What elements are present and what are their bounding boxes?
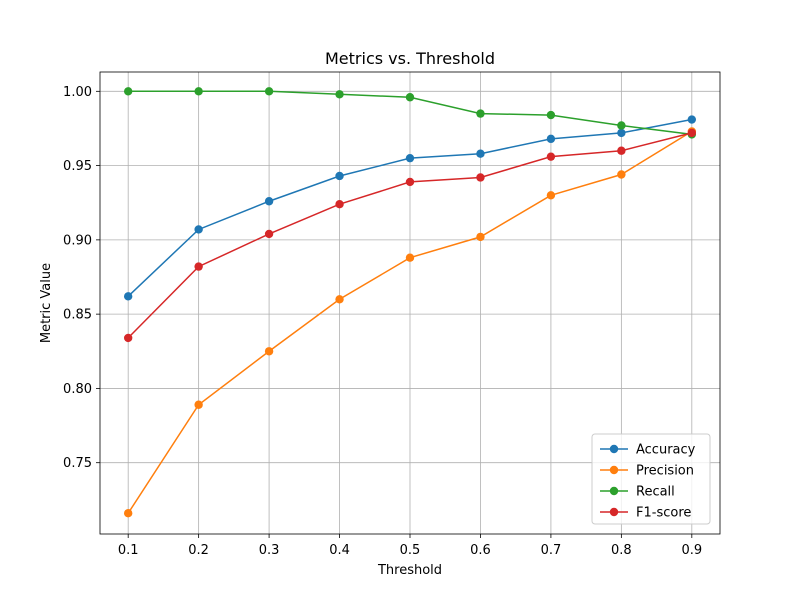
data-point: [264, 87, 274, 96]
legend: Accuracy Precision Recall F1-score: [591, 433, 711, 525]
y-tick-label: 0.85: [63, 308, 92, 323]
x-tick-label: 0.1: [118, 543, 139, 558]
legend-marker: [609, 465, 619, 475]
legend-item: Precision: [600, 464, 694, 479]
y-tick-label: 0.75: [63, 456, 92, 471]
series-f1-score: [123, 128, 697, 343]
data-point: [123, 292, 133, 301]
data-point: [546, 152, 556, 161]
legend-label: F1-score: [636, 506, 691, 521]
data-point: [264, 229, 274, 239]
data-point: [194, 87, 203, 96]
axes: 0.1 0.2 0.3 0.4 0.5 0.6 0.7 0.8 0.9 0.75 0.80 0.85 0…: [63, 71, 721, 558]
data-point: [476, 149, 485, 158]
data-point: [335, 200, 344, 209]
y-tick-label: 0.90: [63, 233, 92, 248]
y-tick-label: 0.80: [63, 382, 92, 397]
legend-marker: [609, 486, 619, 496]
data-point: [264, 347, 274, 356]
legend-item: Recall: [600, 485, 675, 500]
data-point: [617, 128, 626, 138]
data-point: [546, 110, 556, 120]
x-tick-label: 0.3: [259, 543, 280, 558]
legend-box: [591, 433, 711, 525]
series-accuracy: [123, 115, 697, 301]
data-point: [123, 333, 133, 343]
data-point: [264, 197, 274, 206]
data-point: [335, 295, 344, 304]
data-point: [617, 121, 626, 130]
legend-label: Accuracy: [636, 443, 696, 458]
x-axis-title: Threshold: [377, 563, 442, 578]
y-axis-title: Metric Value: [39, 263, 54, 343]
data-point: [123, 87, 133, 96]
legend-label: Recall: [636, 485, 675, 500]
legend-item: F1-score: [600, 506, 691, 521]
x-tick-label: 0.4: [329, 543, 350, 558]
chart-title: Metrics vs. Threshold: [325, 49, 495, 68]
x-tick-label: 0.8: [611, 543, 632, 558]
x-tick-label: 0.5: [400, 543, 421, 558]
data-point: [546, 134, 556, 144]
x-tick-label: 0.6: [470, 543, 491, 558]
data-point: [194, 225, 203, 234]
legend-label: Precision: [636, 464, 694, 479]
y-tick-label: 0.95: [63, 159, 92, 174]
data-point: [335, 171, 344, 181]
grid-lines: [100, 72, 720, 534]
plot-frame: [99, 71, 721, 535]
data-point: [405, 153, 415, 163]
data-point: [123, 509, 133, 518]
data-point: [476, 232, 485, 242]
data-series: [123, 87, 697, 518]
data-point: [617, 170, 626, 179]
legend-marker: [609, 444, 619, 454]
legend-item: Accuracy: [600, 443, 696, 458]
data-point: [405, 93, 415, 102]
data-point: [476, 173, 485, 182]
x-tick-label: 0.2: [188, 543, 209, 558]
data-point: [194, 262, 203, 271]
data-point: [687, 115, 697, 124]
data-point: [476, 109, 485, 118]
x-tick-label: 0.7: [541, 543, 562, 558]
data-point: [687, 128, 697, 138]
data-point: [405, 253, 415, 262]
y-tick-label: 1.00: [63, 85, 92, 100]
data-point: [335, 90, 344, 99]
data-point: [617, 146, 626, 155]
data-point: [546, 191, 556, 200]
x-tick-label: 0.9: [681, 543, 702, 558]
data-point: [194, 400, 203, 409]
legend-marker: [609, 507, 619, 517]
data-point: [405, 177, 415, 187]
